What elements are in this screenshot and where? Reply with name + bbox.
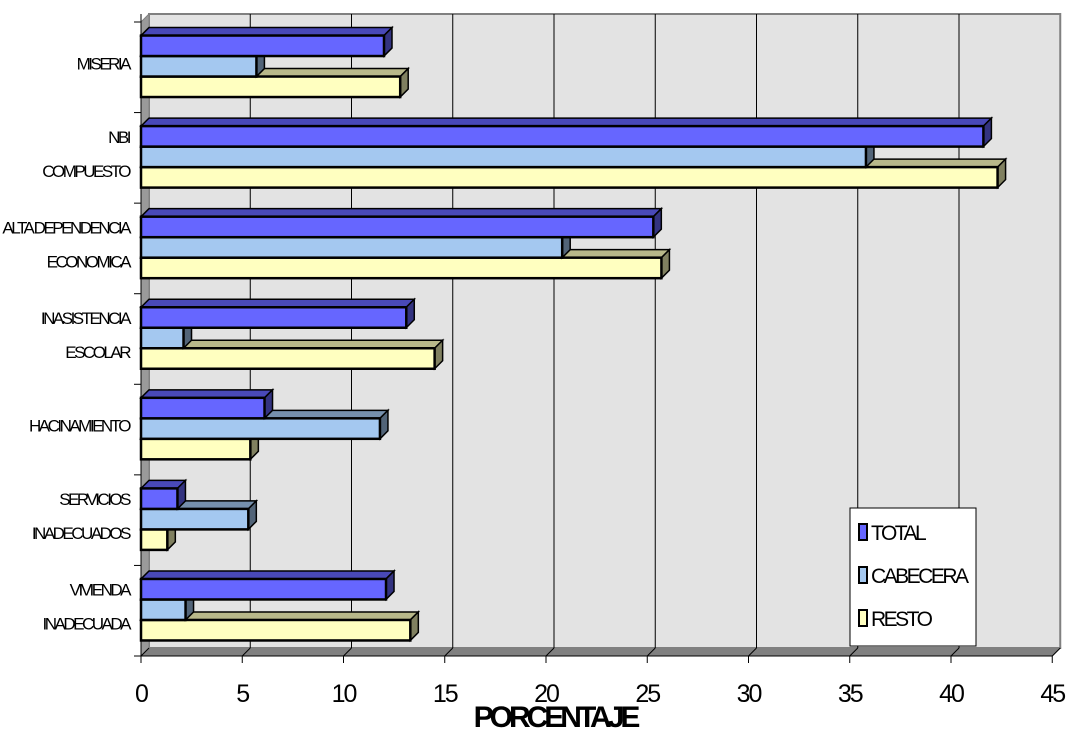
floor <box>139 647 1062 657</box>
bar-total <box>139 478 188 511</box>
bar-total <box>139 569 396 602</box>
category-label: INASISTENCIA <box>41 309 132 328</box>
x-tick-label: 5 <box>236 680 249 708</box>
bar-front-face <box>139 577 388 601</box>
legend-box <box>849 507 977 647</box>
x-tick-label: 45 <box>1040 680 1065 708</box>
category-label: SERVICIOS <box>59 490 131 509</box>
bar-front-face <box>139 437 252 461</box>
legend: TOTAL CABECERA RESTO <box>849 507 977 647</box>
floor-gridline <box>950 647 960 657</box>
x-axis-title: PORCENTAJE <box>474 701 640 734</box>
legend-label-cabecera: CABECERA <box>871 565 969 588</box>
axes <box>134 14 1053 663</box>
floor-gridline <box>748 647 757 657</box>
bar-total <box>139 206 664 239</box>
category-label: INADECUADOS <box>32 524 131 543</box>
floor-gridline <box>140 647 150 657</box>
bar-front-face <box>139 347 436 370</box>
bar-front-face <box>139 528 169 552</box>
bar-front-face <box>139 34 386 58</box>
bar-front-face <box>139 396 266 420</box>
x-tick-label: 30 <box>737 680 762 708</box>
bar-front-face <box>139 54 258 78</box>
bar-front-face <box>139 326 185 350</box>
bar-front-face <box>139 306 408 329</box>
legend-label-resto: RESTO <box>871 608 933 631</box>
category-label: ESCOLAR <box>65 343 131 362</box>
legend-label-total: TOTAL <box>871 522 926 545</box>
bar-front-face <box>139 598 187 622</box>
bar-front-face <box>139 256 663 280</box>
x-tick-label: 0 <box>135 680 148 708</box>
category-label: ECONOMICA <box>47 252 133 271</box>
legend-swatch-total <box>858 523 868 541</box>
category-label: NBI <box>108 128 131 147</box>
bar-front-face <box>139 618 412 642</box>
floor-gridline <box>1051 647 1061 657</box>
category-label: ALTA DEPENDENCIA <box>2 218 132 237</box>
floor-gridline <box>545 647 555 657</box>
bars <box>139 25 1008 643</box>
bar-front-face <box>139 215 655 239</box>
category-label: HACINAMIENTO <box>29 417 131 436</box>
x-tick-label: 35 <box>838 680 863 708</box>
bar-resto <box>139 610 421 643</box>
category-labels: MISERIA NBI COMPUESTO ALTA DEPENDENCIA ECONO… <box>2 54 134 634</box>
floor-gridline <box>444 647 454 657</box>
bar-front-face <box>139 165 999 189</box>
floor-gridline <box>241 647 251 657</box>
x-tick-label: 15 <box>433 680 458 708</box>
bar-total <box>139 25 394 58</box>
x-tick-label: 20 <box>534 680 559 708</box>
category-label: COMPUESTO <box>42 162 131 181</box>
bar-resto <box>139 338 445 371</box>
plot-floor <box>139 647 1062 657</box>
floor-gridline <box>849 647 859 657</box>
x-tick-label: 10 <box>332 680 357 708</box>
legend-swatch-resto <box>858 609 868 627</box>
category-label: MISERIA <box>77 54 133 73</box>
bar-front-face <box>139 507 250 531</box>
bar-front-face <box>139 487 179 511</box>
floor-gridline <box>646 647 656 657</box>
bar-front-face <box>139 235 564 259</box>
x-tick-label: 40 <box>939 680 964 708</box>
bar-front-face <box>139 124 985 148</box>
legend-swatch-cabecera <box>858 566 868 584</box>
x-tick-labels: 0 5 10 15 20 25 30 35 40 45 <box>135 680 1067 708</box>
category-label: VIVIENDA <box>70 581 133 600</box>
bar-total <box>139 297 417 330</box>
bar-front-face <box>139 145 868 169</box>
category-label: INADECUADA <box>43 615 133 634</box>
bar-front-face <box>139 75 402 99</box>
bar-total <box>139 116 994 149</box>
bar-front-face <box>139 417 382 441</box>
floor-gridline <box>343 647 352 657</box>
bar-total <box>139 388 275 421</box>
x-tick-label: 25 <box>635 680 660 708</box>
